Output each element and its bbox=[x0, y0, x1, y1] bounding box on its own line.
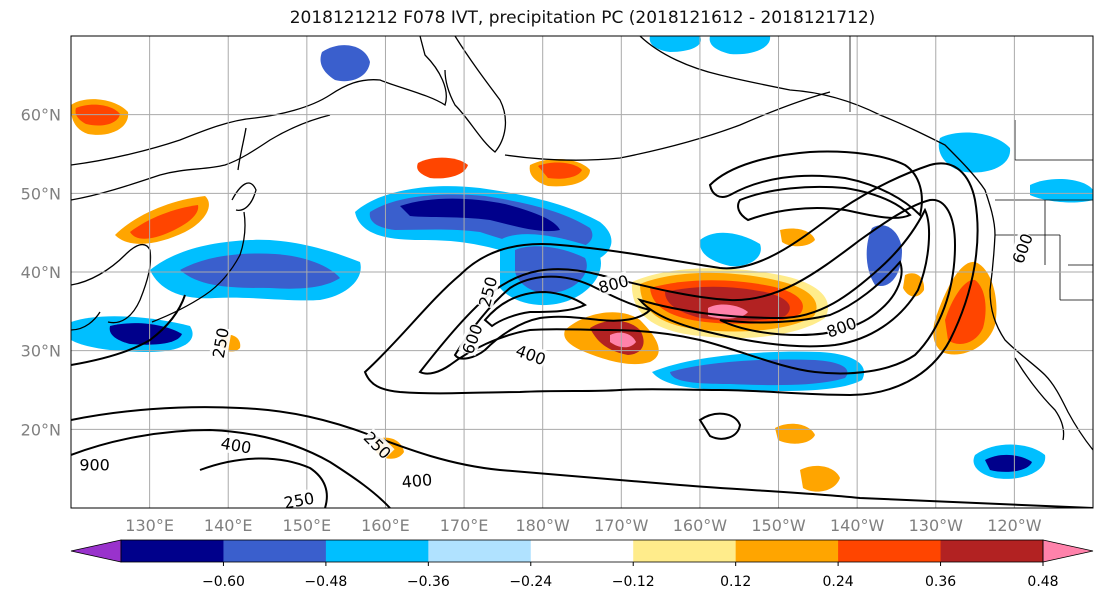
lon-tick-label: 170°E bbox=[440, 516, 489, 535]
hokkaido bbox=[231, 182, 257, 211]
colorbar-extend-high bbox=[1042, 539, 1094, 563]
land-outlines bbox=[71, 36, 1093, 451]
map-frame bbox=[70, 35, 1094, 509]
china-coast bbox=[71, 311, 101, 331]
colorbar-segment bbox=[735, 540, 839, 562]
colorbar-tick-label: 0.12 bbox=[720, 574, 751, 590]
lat-tick-label: 40°N bbox=[21, 263, 61, 282]
lon-tick-label: 140°E bbox=[204, 516, 253, 535]
pos-patch-cal bbox=[800, 465, 840, 492]
lon-tick-label: 150°E bbox=[283, 516, 332, 535]
colorbar: −0.60 −0.48 −0.36 −0.24 −0.12 0.12 0.24 0.36 0.4… bbox=[70, 539, 1094, 590]
contour-250-ring bbox=[708, 150, 923, 217]
colorbar-tick-label: −0.60 bbox=[202, 574, 245, 590]
neg-patch-north2 bbox=[709, 36, 771, 55]
colorbar-tick-label: −0.12 bbox=[612, 574, 655, 590]
lon-tick-label: 180°W bbox=[516, 516, 571, 535]
baja bbox=[1014, 357, 1065, 441]
pos-patch-135w bbox=[903, 273, 925, 297]
lon-tick-label: 170°W bbox=[594, 516, 649, 535]
lat-axis-labels: 60°N 50°N 40°N 30°N 20°N bbox=[21, 106, 61, 440]
neg-patch-subtropic-core bbox=[670, 359, 848, 386]
map-title: 2018121212 F078 IVT, precipitation PC (2… bbox=[289, 8, 876, 28]
colorbar-extend-low bbox=[70, 539, 122, 563]
pos-patch-170w-peak bbox=[610, 332, 636, 348]
lon-tick-label: 160°E bbox=[361, 516, 410, 535]
contour-250-south bbox=[71, 406, 1093, 508]
na-west-coast bbox=[989, 234, 1093, 451]
alaska-coast bbox=[639, 36, 996, 236]
contour-400-main bbox=[418, 198, 957, 375]
lon-tick-label: 130°E bbox=[125, 516, 174, 535]
neg-patch-japan-core bbox=[180, 253, 340, 289]
lon-axis-labels: 130°E 140°E 150°E 160°E 170°E 180°W 170°W 160°W… bbox=[125, 516, 1041, 535]
colorbar-segment bbox=[633, 540, 737, 562]
lat-tick-label: 60°N bbox=[21, 106, 61, 125]
lon-tick-label: 140°W bbox=[830, 516, 885, 535]
contour-400-south bbox=[71, 428, 391, 508]
kamchatka bbox=[444, 36, 507, 153]
lon-tick-label: 120°W bbox=[987, 516, 1042, 535]
asia-coast bbox=[71, 36, 447, 166]
contour-250-main bbox=[363, 162, 979, 397]
svg-text:400: 400 bbox=[401, 470, 433, 492]
colorbar-segment bbox=[325, 540, 429, 562]
aleutians bbox=[504, 91, 831, 161]
contour-label: 900 bbox=[79, 455, 110, 475]
contour-800-west bbox=[483, 290, 587, 328]
colorbar-segment bbox=[940, 540, 1044, 562]
contour-label: 400 bbox=[401, 470, 433, 492]
okhotsk-coast bbox=[71, 114, 331, 201]
contour-label: 250 bbox=[282, 489, 315, 513]
neg-patch-aleutian-core bbox=[400, 198, 560, 232]
neg-patch-mexico-core bbox=[985, 454, 1032, 472]
colorbar-segment bbox=[428, 540, 532, 562]
ivt-contours bbox=[71, 150, 1093, 508]
lat-tick-label: 50°N bbox=[21, 184, 61, 203]
contour-400-tiny bbox=[698, 412, 742, 440]
neg-patch-north bbox=[649, 36, 701, 52]
colorbar-tick-label: −0.36 bbox=[407, 574, 450, 590]
colorbar-tick-label: −0.24 bbox=[509, 574, 552, 590]
pos-patch-150w bbox=[780, 228, 815, 247]
pos-patch-bering-r-core bbox=[538, 162, 582, 179]
colorbar-segment bbox=[838, 540, 942, 562]
colorbar-segment bbox=[530, 540, 634, 562]
contour-400-ring bbox=[737, 185, 912, 222]
contour-label: 250 bbox=[209, 326, 233, 359]
lon-tick-label: 160°W bbox=[673, 516, 728, 535]
contour-250-japan bbox=[71, 294, 186, 366]
pos-patch-hawaii bbox=[775, 423, 815, 444]
neg-patch-bering bbox=[320, 45, 370, 82]
pos-patch-sakhalin-core bbox=[130, 205, 199, 239]
neg-patch-canada bbox=[1030, 178, 1093, 203]
colorbar-tick-label: 0.36 bbox=[925, 574, 956, 590]
lon-tick-label: 150°W bbox=[751, 516, 806, 535]
colorbar-segment bbox=[121, 540, 224, 562]
colorbar-segment bbox=[223, 540, 327, 562]
contour-600-west bbox=[453, 275, 652, 360]
neg-patch-mid bbox=[699, 232, 761, 267]
lon-tick-label: 130°W bbox=[909, 516, 964, 535]
svg-text:250: 250 bbox=[282, 489, 315, 513]
colorbar-tick-label: 0.24 bbox=[823, 574, 854, 590]
colorbar-tick-label: −0.48 bbox=[304, 574, 347, 590]
pos-patch-bering-l bbox=[417, 157, 468, 179]
colorbar-tick-label: 0.48 bbox=[1027, 574, 1058, 590]
japan-honshu bbox=[151, 211, 246, 323]
contour-400-south2 bbox=[199, 457, 328, 508]
neg-patch-gulf bbox=[938, 132, 1011, 173]
contour-600-east bbox=[637, 207, 931, 348]
contour-800-east bbox=[719, 260, 903, 337]
lat-tick-label: 30°N bbox=[21, 342, 61, 361]
borders bbox=[849, 36, 1093, 301]
sakhalin bbox=[237, 127, 247, 171]
svg-text:900: 900 bbox=[79, 456, 110, 475]
lat-tick-label: 20°N bbox=[21, 420, 61, 439]
